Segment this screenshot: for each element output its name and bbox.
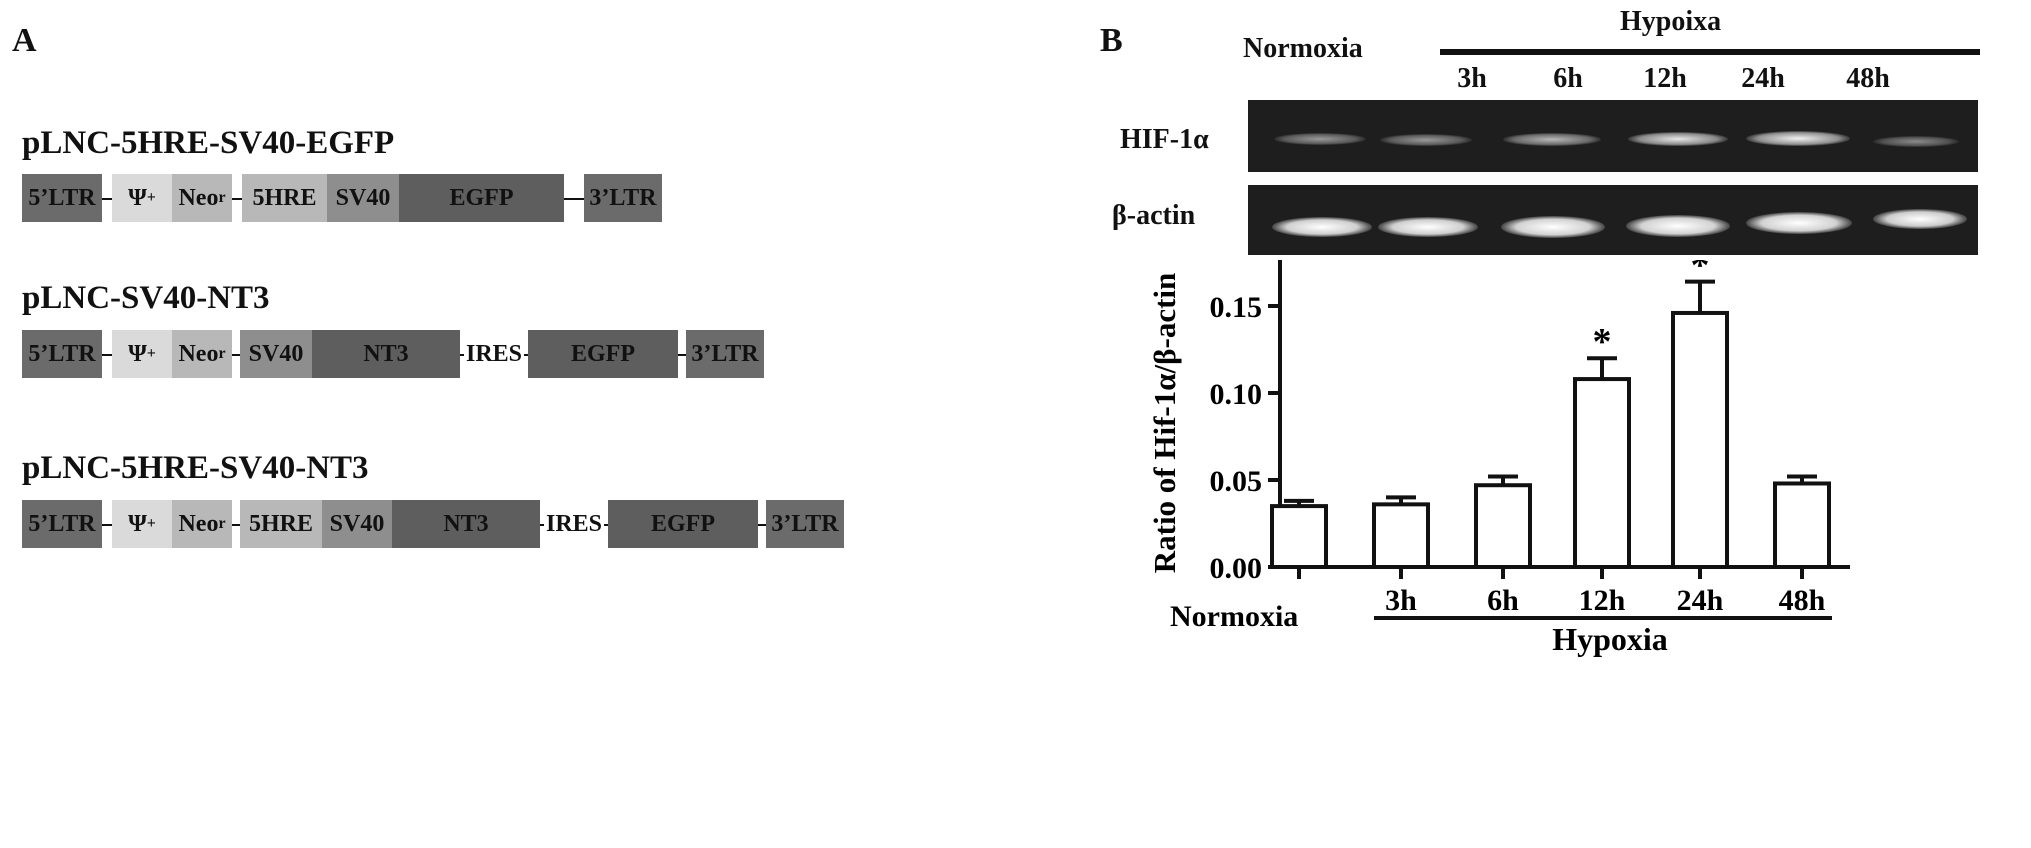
x-category-label: 12h [1579, 584, 1626, 617]
actin-blot-image [1248, 185, 1978, 255]
sv40-element: SV40 [322, 500, 392, 548]
blot-lane-label: 48h [1846, 63, 1890, 94]
actin-band [1746, 212, 1852, 234]
psi-element: Ψ + [112, 330, 172, 378]
blot-lane-label: 24h [1741, 63, 1785, 94]
construct-1-map: 5’LTR Ψ + Neo r 5HRE SV40 EGFP 3’LTR [22, 174, 662, 222]
panel-b-letter: B [1100, 22, 1123, 59]
psi-element: Ψ + [112, 174, 172, 222]
ltr3-element: 3’LTR [584, 174, 662, 222]
ltr3-element: 3’LTR [686, 330, 764, 378]
hif-blot-image [1248, 100, 1978, 172]
hypoxia-group-label: Hypoxia [1552, 621, 1668, 657]
significance-marker: * [1691, 260, 1710, 287]
ltr5-element: 5’LTR [22, 330, 102, 378]
actin-band [1501, 216, 1605, 238]
y-tick-label: 0.15 [1210, 291, 1263, 324]
x-category-label: Normoxia [1170, 600, 1298, 633]
neo-element: Neo r [172, 330, 232, 378]
x-category-label: 6h [1487, 584, 1519, 617]
egfp-element: EGFP [399, 174, 564, 222]
y-tick-label: 0.10 [1210, 378, 1263, 411]
neo-element: Neo r [172, 500, 232, 548]
construct-2-title: pLNC-SV40-NT3 [22, 280, 270, 316]
hif-band [1380, 134, 1472, 146]
hif-band [1873, 136, 1959, 147]
blot-lane-label: 12h [1643, 63, 1687, 94]
significance-marker: * [1593, 321, 1612, 363]
x-category-label: 48h [1779, 584, 1826, 617]
actin-band [1378, 217, 1478, 237]
actin-band [1873, 209, 1967, 229]
sv40-element: SV40 [327, 174, 399, 222]
hre-element: 5HRE [240, 500, 322, 548]
construct-3-title: pLNC-5HRE-SV40-NT3 [22, 450, 369, 486]
blot-hypoxia-label: Hypoixa [1620, 6, 1722, 37]
bar [1773, 481, 1831, 569]
panel-a-letter: A [12, 22, 37, 59]
linker [232, 174, 242, 222]
neo-element: Neo r [172, 174, 232, 222]
y-axis-title: Ratio of Hif-1α/β-actin [1147, 273, 1182, 574]
hif-band [1628, 132, 1728, 146]
bar [1671, 310, 1729, 569]
linker [232, 330, 240, 378]
linker [564, 174, 584, 222]
hif-band [1746, 131, 1850, 146]
actin-band [1272, 217, 1372, 237]
linker [232, 500, 240, 548]
psi-element: Ψ + [112, 500, 172, 548]
hif-ratio-bar-chart: 0.000.050.100.150.20Ratio of Hif-1α/β-ac… [1147, 260, 1850, 657]
x-category-label: 3h [1385, 584, 1417, 617]
linker [758, 500, 766, 548]
hif-band [1503, 133, 1601, 146]
nt3-element: NT3 [392, 500, 540, 548]
bar [1372, 502, 1430, 569]
actin-band [1626, 215, 1730, 237]
y-tick-label: 0.05 [1210, 465, 1263, 498]
ltr5-element: 5’LTR [22, 174, 102, 222]
hre-element: 5HRE [242, 174, 327, 222]
blot-hypoxia-bar [1440, 49, 1980, 55]
blot-normoxia-label: Normoxia [1243, 33, 1363, 64]
linker [102, 500, 112, 548]
egfp-element: EGFP [528, 330, 678, 378]
blot-lane-label: 3h [1457, 63, 1487, 94]
hif-band [1274, 133, 1366, 145]
y-tick-label: 0.00 [1210, 552, 1263, 585]
ires-linker: IRES [540, 500, 608, 548]
nt3-element: NT3 [312, 330, 460, 378]
blot-row-label-actin: β-actin [1112, 200, 1196, 231]
bar [1573, 377, 1631, 569]
construct-1-title: pLNC-5HRE-SV40-EGFP [22, 125, 395, 161]
construct-2-map: 5’LTR Ψ + Neo r SV40 NT3 IRES EGFP 3’LTR [22, 330, 764, 378]
blot-row-label-hif: HIF-1α [1120, 124, 1209, 155]
sv40-element: SV40 [240, 330, 312, 378]
bar [1270, 504, 1328, 570]
ltr5-element: 5’LTR [22, 500, 102, 548]
x-category-label: 24h [1677, 584, 1724, 617]
ires-linker: IRES [460, 330, 528, 378]
linker [678, 330, 686, 378]
linker [102, 174, 112, 222]
bar [1474, 483, 1532, 569]
linker [102, 330, 112, 378]
egfp-element: EGFP [608, 500, 758, 548]
blot-lane-label: 6h [1553, 63, 1583, 94]
construct-3-map: 5’LTR Ψ + Neo r 5HRE SV40 NT3 IRES EGFP 3’… [22, 500, 844, 548]
ltr3-element: 3’LTR [766, 500, 844, 548]
